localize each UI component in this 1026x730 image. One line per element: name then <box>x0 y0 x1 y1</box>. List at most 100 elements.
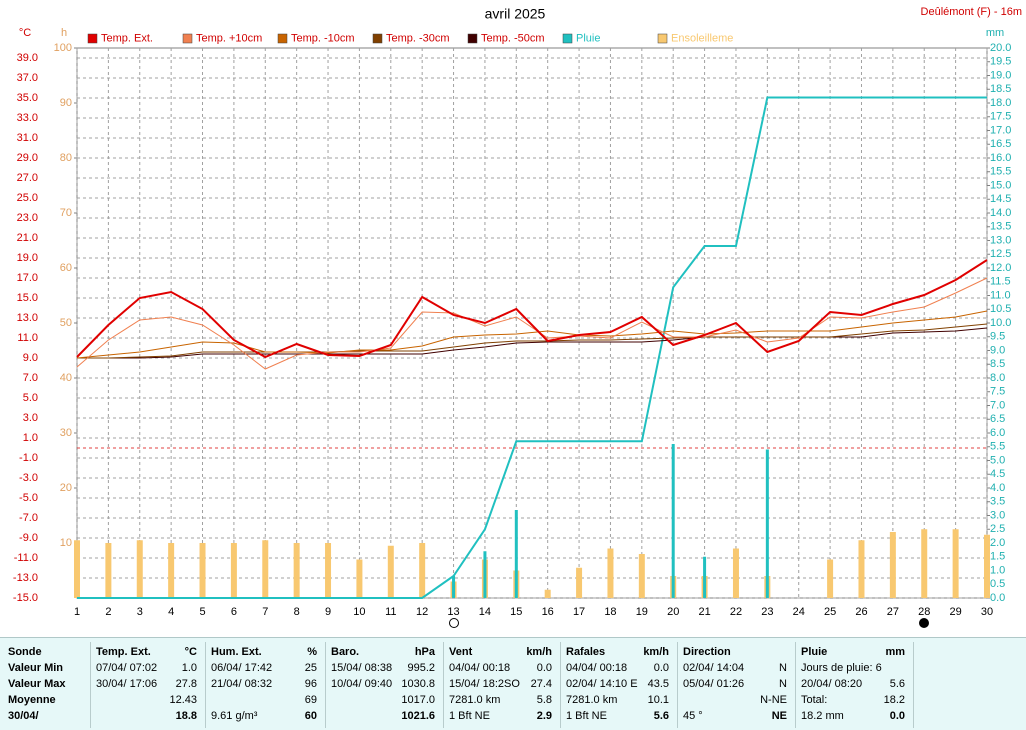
y-tick-label: 37.0 <box>17 72 38 84</box>
column-divider <box>443 642 561 728</box>
y-tick-label: 21.0 <box>17 232 38 244</box>
x-tick-label: 24 <box>793 606 805 618</box>
column-divider <box>205 642 326 728</box>
y2-tick-label: 16.0 <box>990 152 1011 164</box>
y2-tick-label: 3.0 <box>990 509 1005 521</box>
y2-tick-label: 12.5 <box>990 248 1011 260</box>
y2-tick-label: 1.0 <box>990 564 1005 576</box>
cell-value: 1021.6 <box>401 710 435 722</box>
column-title: Pluie <box>801 646 828 658</box>
cell-value: 18.8 <box>175 710 197 722</box>
y-tick-label: 25.0 <box>17 192 38 204</box>
sunshine-bar <box>230 543 237 598</box>
y2-tick-label: 5.0 <box>990 454 1005 466</box>
y2-tick-label: 7.5 <box>990 386 1005 398</box>
x-tick-label: 19 <box>636 606 648 618</box>
y2-unit: mm <box>986 27 1004 39</box>
legend-swatch <box>182 33 193 44</box>
stats-table: Sonde Valeur Min Valeur Max Moyenne 30/04/Te… <box>0 637 1026 730</box>
column-title: Baro. <box>331 646 360 658</box>
y2-tick-label: 8.5 <box>990 358 1005 370</box>
sunshine-bar <box>356 559 363 598</box>
y2-tick-label: 9.5 <box>990 331 1005 343</box>
y2-tick-label: 8.0 <box>990 372 1005 384</box>
x-tick-label: 30 <box>981 606 993 618</box>
column-divider <box>90 642 206 728</box>
y2-tick-label: 0.5 <box>990 578 1005 590</box>
legend-label: Ensoleilleme <box>671 32 733 44</box>
y2-tick-label: 14.5 <box>990 193 1011 205</box>
series-line <box>76 277 988 370</box>
column-divider <box>795 642 914 728</box>
y-tick-label: -3.0 <box>19 472 38 484</box>
x-tick-label: 6 <box>231 606 237 618</box>
x-tick-label: 21 <box>698 606 710 618</box>
x-tick-label: 8 <box>294 606 300 618</box>
row-label: 30/04/ <box>8 710 39 722</box>
x-tick-label: 27 <box>887 606 899 618</box>
row-label: Moyenne <box>8 694 56 706</box>
y-tick-label: -1.0 <box>19 452 38 464</box>
x-tick-label: 11 <box>385 606 396 618</box>
y-tick-label: -5.0 <box>19 492 38 504</box>
cell-value: 25 <box>304 662 317 674</box>
cell-text: 02/04/ 14:04 <box>683 662 745 674</box>
x-tick-label: 10 <box>353 606 365 618</box>
y2-tick-label: 3.5 <box>990 496 1005 508</box>
cell-value: 1017.0 <box>401 694 435 706</box>
legend-swatch <box>277 33 288 44</box>
column-unit: km/h <box>643 646 669 658</box>
y-unit: °C <box>19 27 31 39</box>
y2-tick-label: 18.0 <box>990 97 1011 109</box>
y-tick-label: 19.0 <box>17 252 38 264</box>
sunshine-bar <box>921 529 928 598</box>
y2-tick-label: 2.5 <box>990 523 1005 535</box>
y2-tick-label: 10.0 <box>990 317 1011 329</box>
cell-value: 5.6 <box>889 678 905 690</box>
sunshine-bar <box>168 543 175 598</box>
column-divider <box>913 642 915 728</box>
cell-value: 5.8 <box>536 694 552 706</box>
column-title: Direction <box>683 646 731 658</box>
h-tick-label: 70 <box>60 207 72 219</box>
cell-value: 5.6 <box>653 710 669 722</box>
y2-tick-label: 14.0 <box>990 207 1011 219</box>
y2-tick-label: 20.0 <box>990 42 1011 54</box>
cell-text: 15/04/ 08:38 <box>331 662 393 674</box>
y2-tick-label: 10.5 <box>990 303 1011 315</box>
y2-tick-label: 17.5 <box>990 111 1011 123</box>
column-unit: km/h <box>526 646 552 658</box>
y-tick-label: -13.0 <box>13 572 38 584</box>
x-tick-label: 14 <box>479 606 491 618</box>
y-tick-label: 39.0 <box>17 52 38 64</box>
sunshine-bar <box>136 540 143 598</box>
cell-text: Jours de pluie: 6 <box>801 662 882 674</box>
x-tick-label: 29 <box>949 606 961 618</box>
cell-text: 06/04/ 17:42 <box>211 662 273 674</box>
series-line <box>76 310 988 359</box>
column-divider <box>560 642 678 728</box>
x-tick-label: 2 <box>105 606 111 618</box>
cell-text: 1 Bft NE <box>449 710 490 722</box>
row-label: Valeur Min <box>8 662 64 674</box>
x-tick-label: 1 <box>74 606 80 618</box>
cell-value: 12.43 <box>169 694 197 706</box>
y2-tick-label: 5.5 <box>990 441 1005 453</box>
sunshine-bar <box>576 567 583 598</box>
h-tick-label: 60 <box>60 262 72 274</box>
legend-swatch <box>467 33 478 44</box>
sunshine-bar <box>387 545 394 598</box>
y2-tick-label: 9.0 <box>990 344 1005 356</box>
x-tick-label: 17 <box>573 606 585 618</box>
y2-tick-label: 1.5 <box>990 551 1005 563</box>
cell-value: 27.8 <box>175 678 197 690</box>
cell-value: 69 <box>304 694 317 706</box>
h-tick-label: 20 <box>60 482 72 494</box>
y2-tick-label: 7.0 <box>990 399 1005 411</box>
y-tick-label: 5.0 <box>23 392 38 404</box>
rain-bar <box>452 576 456 598</box>
cell-value: N <box>779 678 787 690</box>
series-line <box>77 96 987 599</box>
cell-text: 04/04/ 00:18 <box>566 662 628 674</box>
